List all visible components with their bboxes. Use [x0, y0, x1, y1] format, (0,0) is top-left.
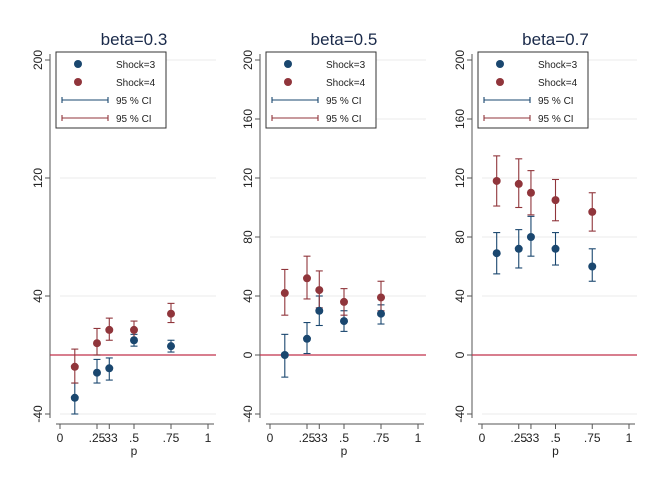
data-point: [105, 325, 114, 334]
x-tick-label: .75: [373, 431, 390, 445]
y-tick-label: 0: [241, 351, 255, 358]
legend-label: Shock=3: [116, 60, 156, 71]
x-tick-label: 1: [626, 431, 633, 445]
legend-label: 95 % CI: [326, 114, 362, 125]
legend-marker: [74, 78, 82, 86]
data-point: [377, 309, 385, 318]
y-tick-label: -40: [453, 405, 467, 423]
x-tick-label: .33: [101, 431, 118, 445]
y-tick-label: 120: [453, 168, 467, 188]
x-tick-label: 0: [57, 431, 64, 445]
legend-label: 95 % CI: [326, 96, 362, 107]
legend-label: 95 % CI: [538, 114, 574, 125]
data-point: [551, 244, 560, 253]
data-point: [105, 364, 114, 373]
x-tick-label: .33: [523, 431, 540, 445]
data-point: [492, 249, 501, 258]
data-point: [492, 176, 501, 185]
legend-marker: [284, 60, 292, 68]
data-point: [514, 179, 523, 188]
data-point: [93, 339, 101, 348]
x-axis-label: p: [552, 444, 559, 458]
chart-title: beta=0.7: [522, 30, 589, 49]
x-tick-label: .5: [339, 431, 349, 445]
chart-panel-3: beta=0.7 -40 0 40 80 120 160 200 0 .25.33 .5 .75 1 p S…: [453, 30, 637, 458]
x-tick-label: .25: [89, 431, 106, 445]
y-tick-label: -40: [241, 405, 255, 423]
y-tick-label: 40: [453, 289, 467, 303]
x-tick-label: .5: [129, 431, 139, 445]
data-point: [551, 196, 560, 205]
legend-marker: [496, 60, 504, 68]
legend-marker: [74, 60, 82, 68]
y-tick-label: 200: [241, 50, 255, 70]
data-point: [315, 306, 324, 315]
y-tick-label: 120: [241, 168, 255, 188]
y-tick-label: 160: [453, 109, 467, 129]
data-point: [303, 334, 311, 343]
data-point: [93, 368, 101, 377]
x-tick-label: 0: [267, 431, 274, 445]
y-tick-label: 80: [453, 230, 467, 244]
data-point: [130, 336, 138, 345]
data-point: [340, 297, 348, 306]
data-point: [377, 293, 385, 302]
data-point: [315, 286, 324, 295]
legend-label: 95 % CI: [116, 114, 152, 125]
data-point: [70, 362, 79, 371]
data-point: [70, 393, 79, 402]
data-point: [588, 262, 597, 271]
data-point: [514, 244, 523, 253]
legend-label: Shock=3: [538, 60, 578, 71]
x-axis-label: p: [341, 444, 348, 458]
legend-marker: [284, 78, 292, 86]
data-point: [280, 351, 289, 359]
data-point: [526, 233, 535, 241]
data-point: [280, 289, 289, 298]
x-tick-label: 1: [205, 431, 212, 445]
x-tick-label: .75: [584, 431, 601, 445]
data-point: [167, 309, 175, 318]
y-tick-label: 40: [31, 289, 45, 303]
legend-label: Shock=4: [116, 78, 156, 89]
legend-label: 95 % CI: [116, 96, 152, 107]
y-tick-label: 200: [31, 50, 45, 70]
data-point: [130, 325, 138, 334]
x-tick-label: .25: [299, 431, 316, 445]
x-tick-label: 0: [479, 431, 486, 445]
y-tick-label: -40: [31, 405, 45, 423]
y-tick-label: 0: [453, 351, 467, 358]
data-point: [526, 188, 535, 197]
chart-title: beta=0.5: [311, 30, 378, 49]
y-tick-label: 80: [241, 230, 255, 244]
y-tick-label: 200: [453, 50, 467, 70]
chart-title: beta=0.3: [101, 30, 168, 49]
chart-panel-2: beta=0.5 -40 0 40 80 120 160 200 0 .25.33 .5 .75 1 p S…: [241, 30, 426, 458]
x-tick-label: .75: [163, 431, 180, 445]
data-point: [588, 207, 597, 216]
data-point: [340, 317, 348, 326]
x-tick-label: 1: [415, 431, 422, 445]
x-tick-label: .25: [510, 431, 527, 445]
data-point: [167, 342, 175, 351]
y-tick-label: 120: [31, 168, 45, 188]
legend-marker: [496, 78, 504, 86]
legend-label: Shock=4: [538, 78, 578, 89]
data-point: [303, 274, 311, 283]
y-tick-label: 160: [241, 109, 255, 129]
x-axis-label: p: [131, 444, 138, 458]
legend-label: Shock=3: [326, 60, 366, 71]
chart-panel-1: beta=0.3 -40 40 120 200 0 .25.33 .5 .75 1 p Shock=3…: [31, 30, 216, 458]
y-tick-label: 40: [241, 289, 255, 303]
legend-label: 95 % CI: [538, 96, 574, 107]
x-tick-label: .33: [311, 431, 328, 445]
x-tick-label: .5: [550, 431, 560, 445]
legend-label: Shock=4: [326, 78, 366, 89]
